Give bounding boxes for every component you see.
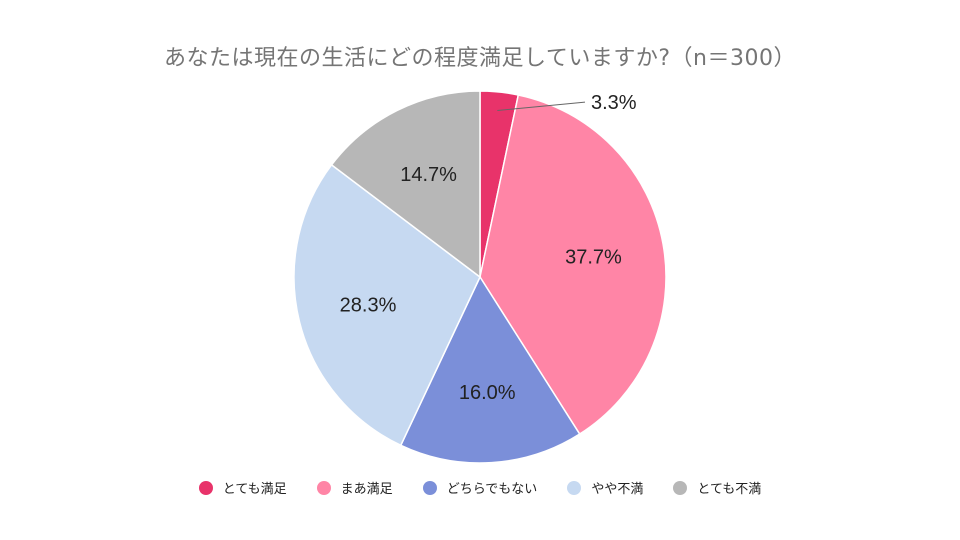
legend-label: とても不満 <box>697 482 762 497</box>
pie-slice-2 <box>399 275 581 464</box>
pie-slice-4 <box>330 90 481 279</box>
legend-swatch <box>673 480 688 495</box>
chart-title: あなたは現在の生活にどの程度満足していますか?（n＝300） <box>164 46 796 71</box>
legend-item: どちらでもない <box>422 478 538 497</box>
legend-item: やや不満 <box>567 478 643 497</box>
slice-label-0: 3.3% <box>591 92 637 114</box>
legend-item: まあ満足 <box>316 478 393 497</box>
pie-slice-3 <box>293 163 481 447</box>
legend-swatch <box>422 480 437 495</box>
slice-label-2: 16.0% <box>459 382 516 404</box>
legend-swatch <box>567 480 582 495</box>
chart-legend: とても満足 まあ満足 どちらでもない やや不満 とても不満 <box>0 478 960 497</box>
legend-swatch <box>316 480 331 495</box>
legend-label: とても満足 <box>222 482 287 497</box>
leader-line-0 <box>497 101 586 111</box>
legend-item: とても不満 <box>673 478 761 497</box>
slice-label-3: 28.3% <box>340 295 397 317</box>
slice-label-1: 37.7% <box>565 246 622 268</box>
legend-label: どちらでもない <box>446 482 538 497</box>
slice-label-4: 14.7% <box>400 164 457 186</box>
legend-item: とても満足 <box>198 478 287 497</box>
legend-label: やや不満 <box>591 482 644 497</box>
legend-label: まあ満足 <box>340 482 393 497</box>
legend-swatch <box>198 480 213 495</box>
